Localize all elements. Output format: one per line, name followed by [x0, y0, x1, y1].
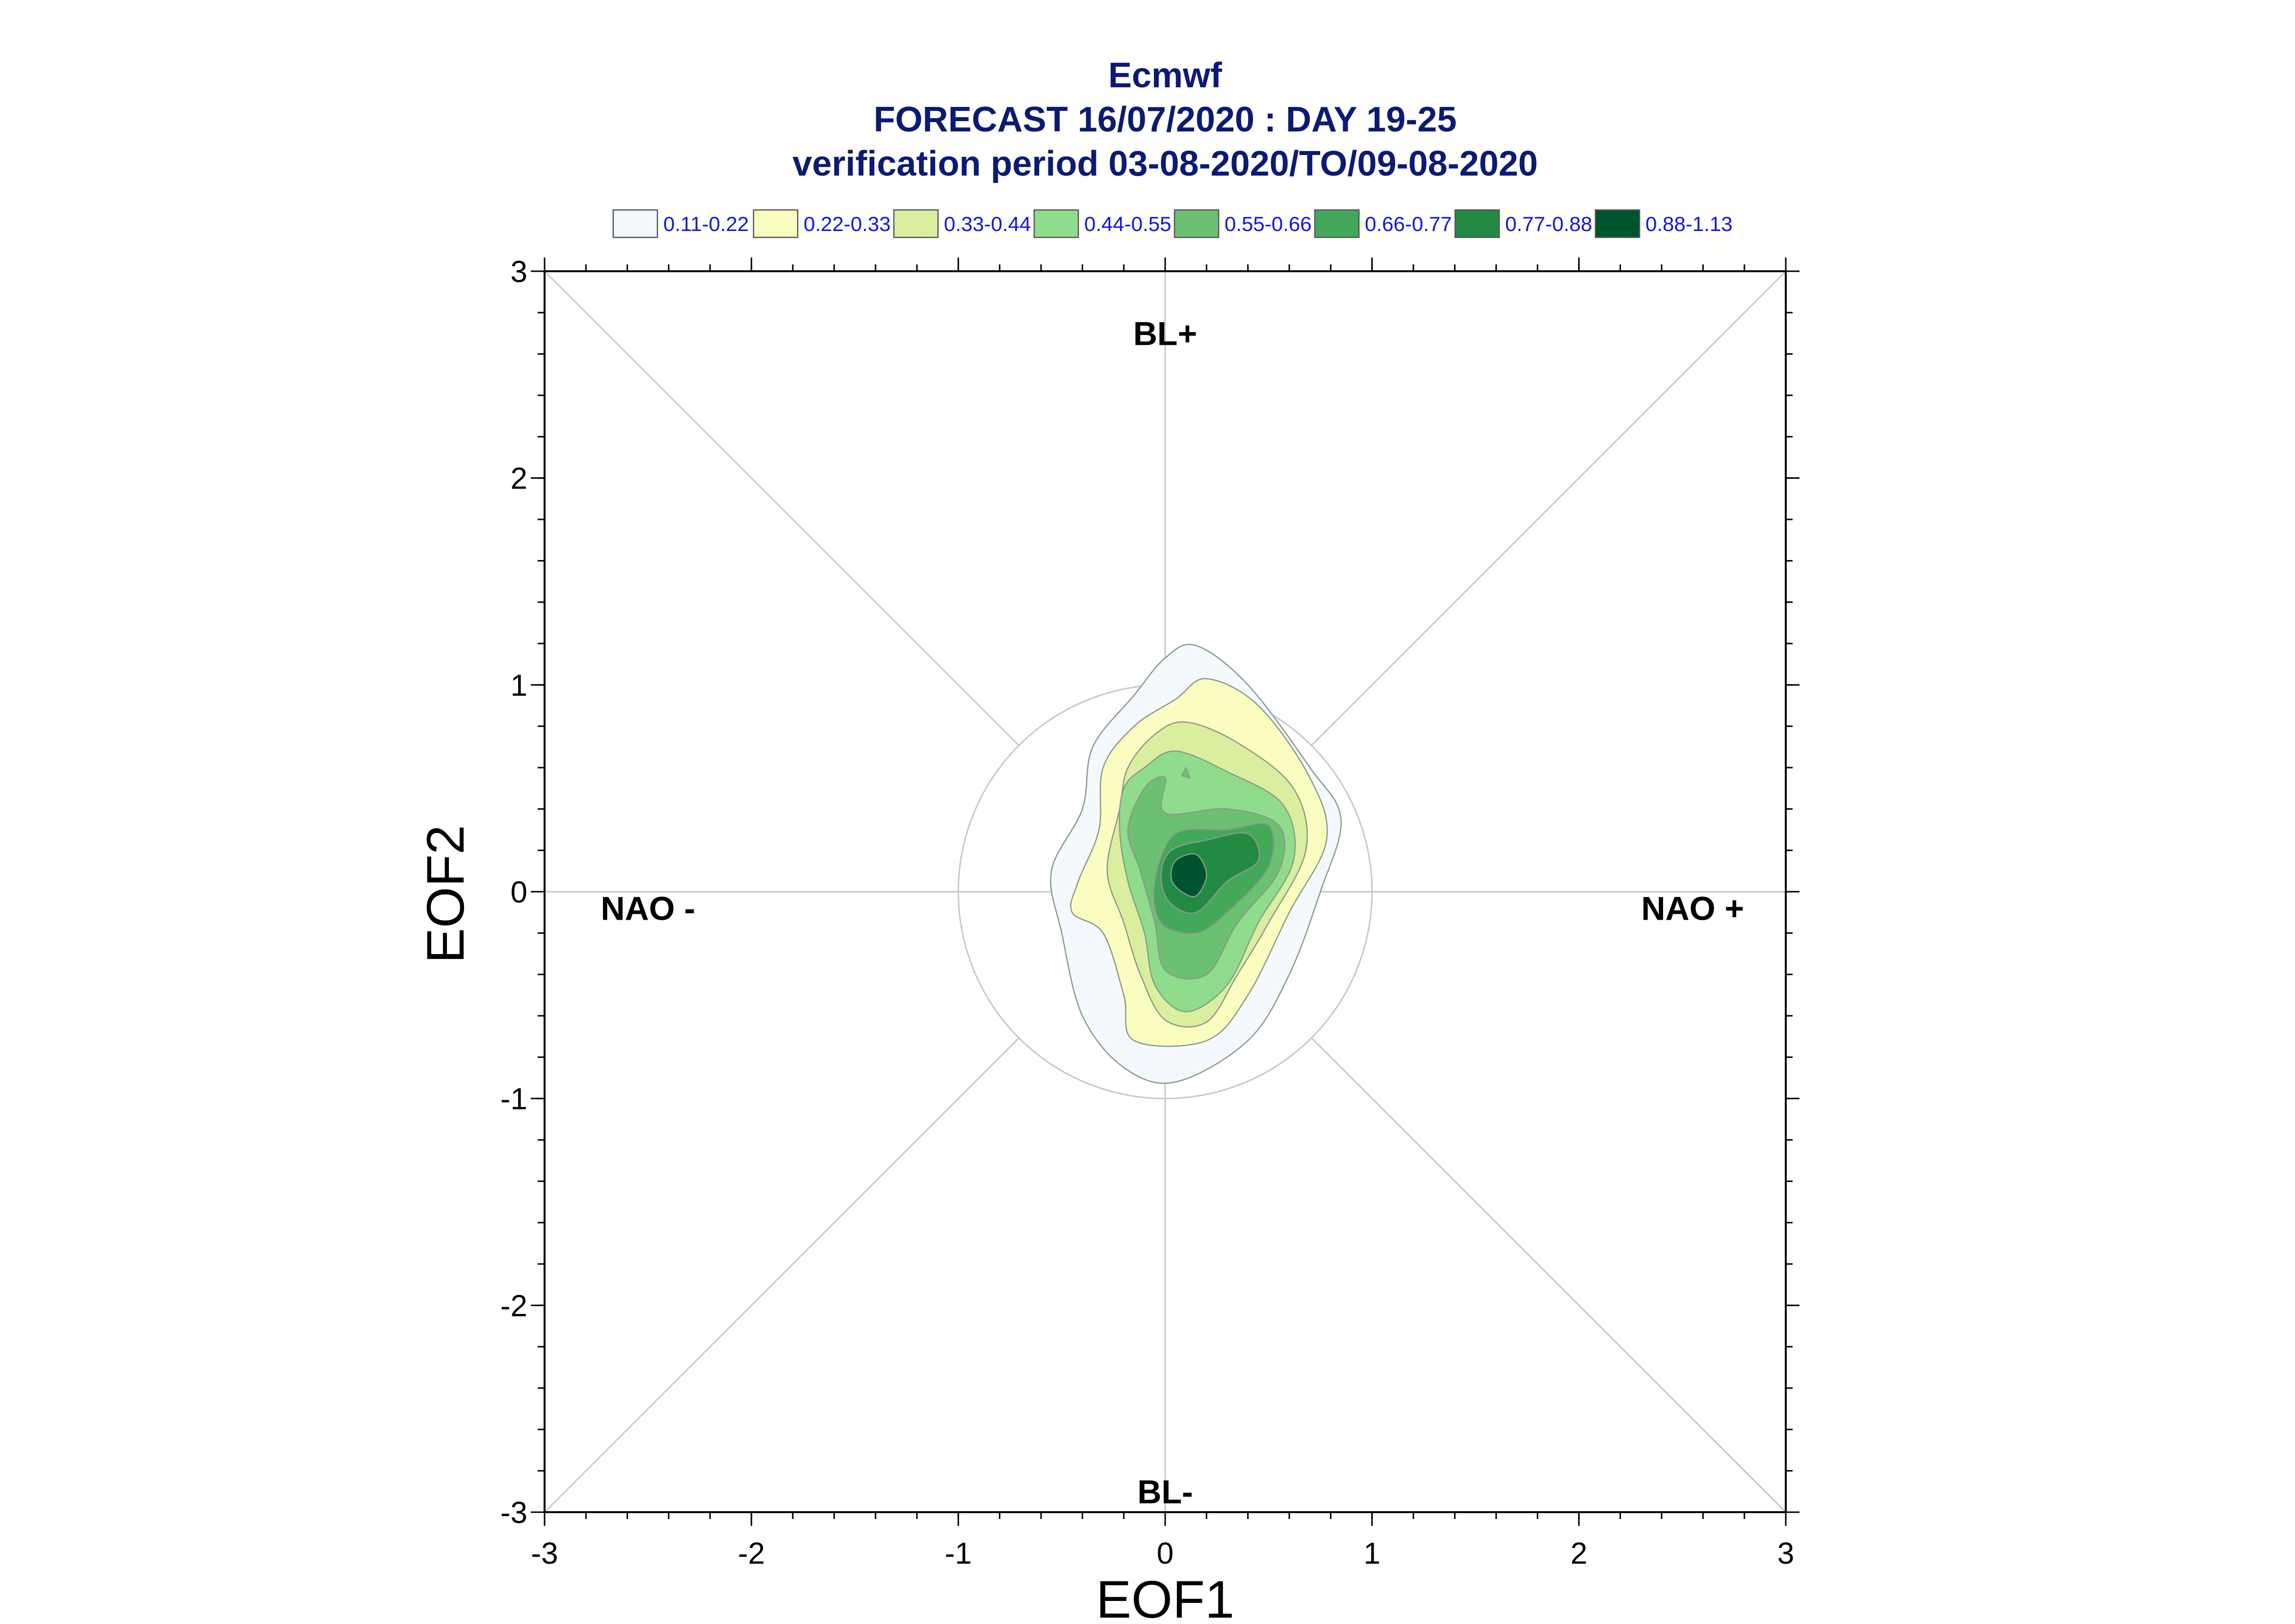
y-tick-label: -1	[500, 1083, 527, 1116]
regime-label: NAO -	[601, 890, 696, 928]
guide-lines	[544, 270, 1787, 1513]
x-tick-label: 1	[1363, 1537, 1380, 1571]
legend-label: 0.33-0.44	[944, 212, 1031, 235]
legend-swatch	[1314, 209, 1360, 238]
x-tick-label: -1	[945, 1537, 972, 1571]
chart-subtitle-2: verification period 03-08-2020/TO/09-08-…	[792, 144, 1538, 183]
legend-label: 0.55-0.66	[1225, 212, 1311, 235]
diagonal-line-1	[1311, 270, 1787, 746]
legend: 0.11-0.22 0.22-0.33 0.33-0.44 0.44-0.55 0.55…	[612, 209, 1732, 238]
y-tick-label: -3	[500, 1496, 527, 1530]
legend-label: 0.44-0.55	[1084, 212, 1171, 235]
x-tick-label: 2	[1570, 1537, 1587, 1571]
legend-swatch	[612, 209, 658, 238]
x-tick-label: 0	[1157, 1537, 1174, 1571]
y-tick-label: 2	[511, 462, 527, 496]
regime-labels: BL+ BL- NAO - NAO +	[601, 315, 1745, 1511]
regime-label: BL-	[1137, 1473, 1193, 1511]
x-tick-label: -2	[738, 1537, 765, 1571]
y-tick-label: 3	[511, 255, 527, 289]
legend-label: 0.22-0.33	[804, 212, 890, 235]
y-tick-label: 0	[511, 876, 527, 909]
chart-subtitle: FORECAST 16/07/2020 : DAY 19-25	[874, 100, 1457, 139]
regime-label: BL+	[1133, 315, 1197, 353]
density-speck	[1181, 766, 1191, 779]
diagonal-line-3	[1311, 1037, 1787, 1513]
density-contours	[1050, 644, 1342, 1084]
legend-label: 0.66-0.77	[1365, 212, 1452, 235]
chart-title: Ecmwf	[1108, 56, 1223, 95]
diagonal-line-2	[544, 270, 1019, 746]
legend-swatch	[1033, 209, 1079, 238]
diagonal-line-4	[544, 1037, 1019, 1513]
x-tick-label: 3	[1777, 1537, 1794, 1571]
x-axis-title: EOF1	[1096, 1570, 1234, 1624]
legend-swatch	[1594, 209, 1641, 238]
legend-label: 0.77-0.88	[1505, 212, 1592, 235]
y-tick-label: -2	[500, 1289, 527, 1323]
legend-label: 0.88-1.13	[1645, 212, 1732, 235]
legend-swatch	[893, 209, 939, 238]
legend-swatch	[753, 209, 799, 238]
x-tick-label: -3	[531, 1537, 558, 1571]
density-level-8	[1170, 853, 1207, 898]
legend-label: 0.11-0.22	[663, 212, 749, 235]
legend-swatch	[1454, 209, 1500, 238]
regime-label: NAO +	[1641, 890, 1744, 928]
legend-swatch	[1174, 209, 1220, 238]
y-tick-label: 1	[511, 669, 527, 702]
axis-ticks: -3 -2 -1 0 1 2 3 -3 -2 -1 0 1 2 3	[500, 255, 1799, 1571]
y-axis-title: EOF2	[416, 825, 475, 963]
